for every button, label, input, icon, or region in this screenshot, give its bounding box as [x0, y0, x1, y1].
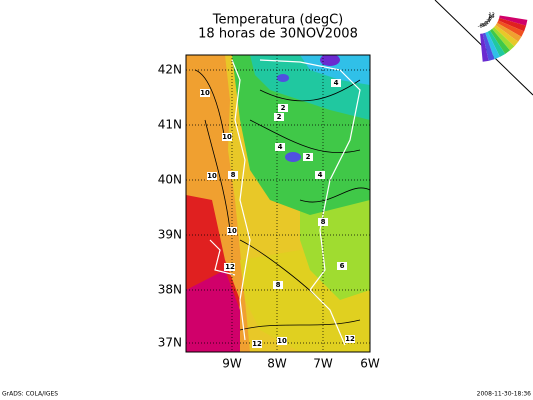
contour-label: 10	[207, 172, 217, 180]
contour-label-bg	[318, 218, 328, 226]
contour-label-bg	[200, 89, 210, 97]
legend-swatch	[480, 33, 489, 62]
contour-label: 4	[318, 171, 323, 179]
map	[185, 54, 371, 353]
contour-label: 8	[231, 171, 236, 179]
contour-label: 10	[227, 227, 237, 235]
contour-label: 4	[278, 143, 283, 151]
contour-label: 2	[281, 104, 286, 112]
contour-label: 4	[334, 79, 339, 87]
legend-label: 6	[488, 17, 491, 23]
lat-label: 37N	[158, 336, 182, 350]
legend-swatch	[485, 31, 500, 60]
lon-label: 6W	[360, 357, 380, 371]
title: Temperatura (degC)	[212, 13, 343, 28]
contour-label-bg	[345, 335, 355, 343]
lon-label: 7W	[313, 357, 333, 371]
contour-label-bg	[278, 104, 288, 112]
subtitle: 18 horas de 30NOV2008	[198, 27, 358, 42]
contour-label: 12	[345, 335, 355, 343]
lat-label: 38N	[158, 283, 182, 297]
legend-swatch	[482, 32, 495, 61]
lat-label: 42N	[158, 63, 182, 77]
contour-label-bg	[207, 172, 217, 180]
contour-label: 8	[321, 218, 326, 226]
contour-label: 12	[225, 263, 235, 271]
legend-label: -8	[478, 23, 483, 29]
contour-label-bg	[274, 113, 284, 121]
legend-swatch	[493, 25, 519, 47]
legend-swatch	[489, 28, 510, 54]
legend-label: 10	[488, 14, 494, 20]
footer-right: 2008-11-30-18:36	[477, 391, 532, 398]
contour-label-bg	[225, 263, 235, 271]
legend-swatch	[487, 30, 506, 57]
legend-label: -6	[479, 23, 484, 29]
footer-left: GrADS: COLA/IGES	[2, 391, 58, 398]
lon-label: 9W	[222, 357, 242, 371]
legend-label: -4	[481, 22, 486, 28]
contour-label-bg	[252, 340, 262, 348]
lat-label: 39N	[158, 228, 182, 242]
contour-label: 12	[252, 340, 262, 348]
legend-label: -2	[482, 22, 487, 28]
contour-label-bg	[275, 143, 285, 151]
contour-label-bg	[228, 171, 238, 179]
contour-label-bg	[315, 171, 325, 179]
contour-label-bg	[273, 281, 283, 289]
contour-label-bg	[337, 262, 347, 270]
contour-label-bg	[222, 133, 232, 141]
contour-label: 6	[340, 262, 345, 270]
legend-label: 2	[486, 20, 489, 26]
contour-label: 2	[306, 153, 311, 161]
lat-label: 41N	[158, 118, 182, 132]
contour-label: 10	[200, 89, 210, 97]
legend-label: 8	[489, 16, 492, 22]
lat-label: 40N	[158, 173, 182, 187]
legend-swatch	[498, 18, 527, 32]
contour-label-bg	[331, 79, 341, 87]
legend-swatch	[495, 22, 522, 42]
legend-swatch	[497, 20, 525, 37]
contour-label-bg	[227, 227, 237, 235]
contour-label: 2	[277, 113, 282, 121]
lon-label: 8W	[267, 357, 287, 371]
contour-labels: 1010101081012886422424121012	[200, 79, 355, 348]
contour-label-bg	[303, 153, 313, 161]
legend-label: 0	[485, 21, 488, 27]
contour-label: 10	[277, 337, 287, 345]
legend-swatch	[492, 27, 515, 51]
legend-label: 4	[487, 18, 490, 24]
legend-swatch	[499, 15, 528, 26]
contour-label-bg	[277, 337, 287, 345]
legend-label: 12	[488, 13, 494, 19]
contour-label: 10	[222, 133, 232, 141]
contour-label: 8	[276, 281, 281, 289]
